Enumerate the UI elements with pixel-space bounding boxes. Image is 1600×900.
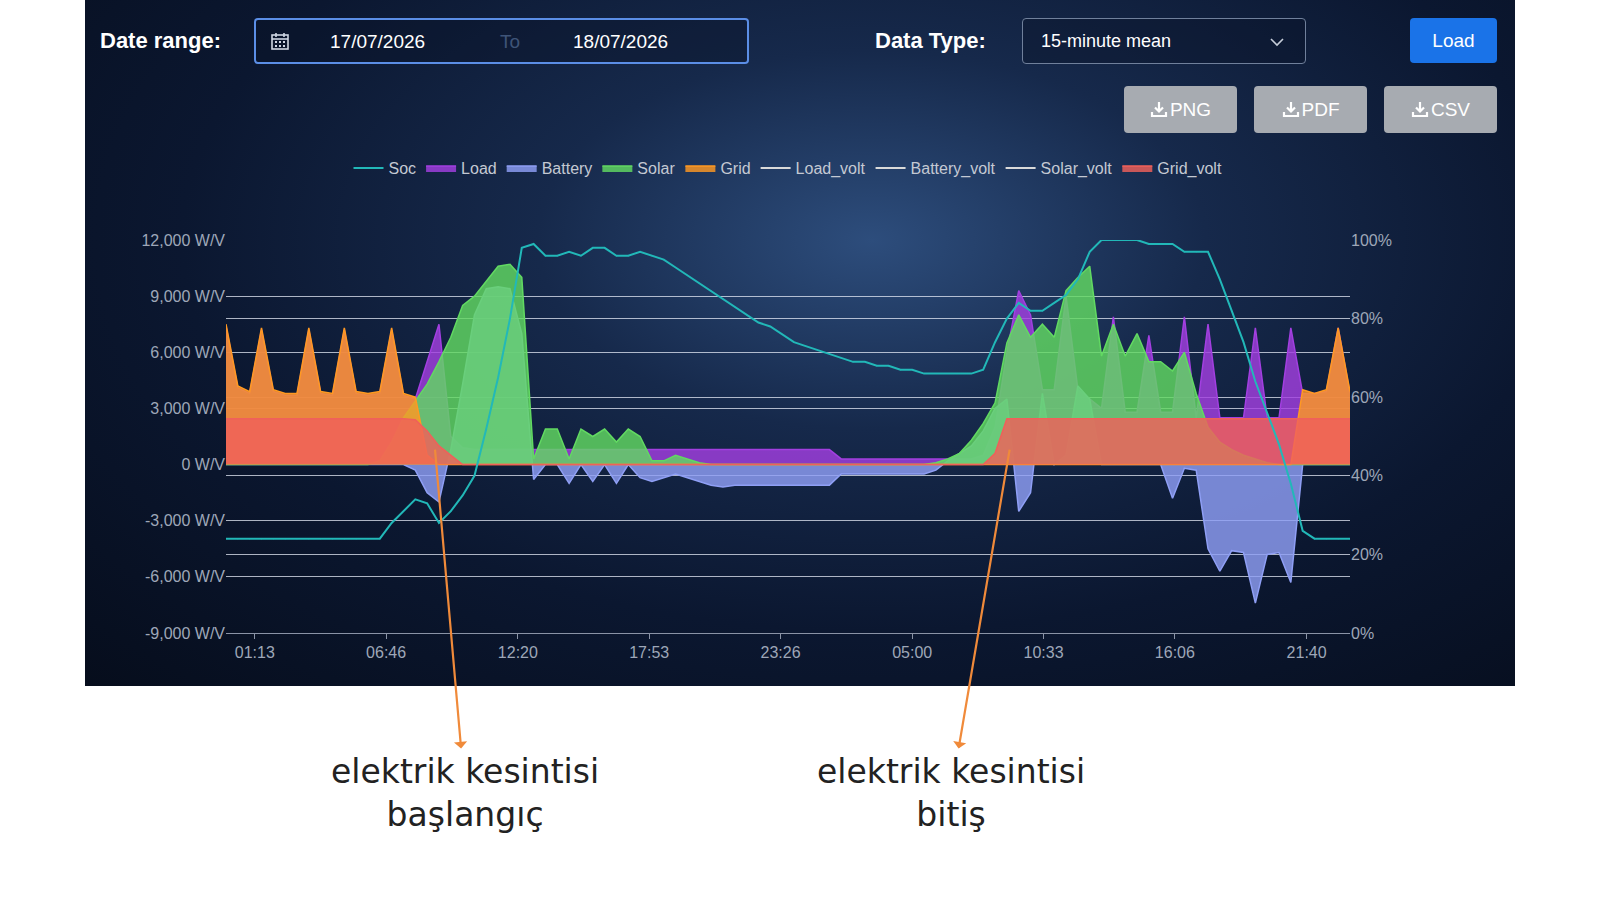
svg-text:12,000 W/V: 12,000 W/V [141,232,225,249]
svg-text:40%: 40% [1351,467,1383,484]
html-text:Date range:: Date range: [100,28,221,53]
html-text:To: To [500,31,521,52]
svg-text:Solar: Solar [637,160,675,177]
svg-text:Soc: Soc [389,160,417,177]
html-text:15-minute mean: 15-minute mean [1041,31,1172,51]
svg-text:Load: Load [461,160,497,177]
svg-text:21:40: 21:40 [1287,644,1327,661]
svg-text:06:46: 06:46 [366,644,406,661]
svg-text:23:26: 23:26 [760,644,800,661]
svg-text:Battery_volt: Battery_volt [911,160,996,178]
svg-text:9,000 W/V: 9,000 W/V [150,288,225,305]
svg-text:0 W/V: 0 W/V [181,456,225,473]
svg-text:-3,000 W/V: -3,000 W/V [145,512,225,529]
svg-text:20%: 20% [1351,546,1383,563]
html-text:17/07/2026: 17/07/2026 [330,31,426,52]
svg-text:12:20: 12:20 [498,644,538,661]
svg-text:80%: 80% [1351,310,1383,327]
svg-text:6,000 W/V: 6,000 W/V [150,344,225,361]
svg-text:Battery: Battery [542,160,593,177]
svg-text:3,000 W/V: 3,000 W/V [150,400,225,417]
html-text:Load: Load [1432,30,1475,51]
svg-text:Grid_volt: Grid_volt [1157,160,1222,178]
html-text:PDF: PDF [1301,99,1340,120]
svg-text:05:00: 05:00 [892,644,932,661]
svg-text:60%: 60% [1351,389,1383,406]
svg-text:17:53: 17:53 [629,644,669,661]
svg-text:100%: 100% [1351,232,1392,249]
svg-text:elektrik kesintisibaşlangıç: elektrik kesintisibaşlangıç [331,752,599,834]
html-text:CSV: CSV [1431,99,1470,120]
svg-text:-9,000 W/V: -9,000 W/V [145,625,225,642]
svg-text:10:33: 10:33 [1024,644,1064,661]
svg-text:Solar_volt: Solar_volt [1041,160,1113,178]
html-text:PNG: PNG [1169,99,1212,120]
svg-text:16:06: 16:06 [1155,644,1195,661]
svg-text:-6,000 W/V: -6,000 W/V [145,568,225,585]
html-text:Data Type:: Data Type: [875,28,986,53]
svg-text:0%: 0% [1351,625,1374,642]
svg-text:Grid: Grid [720,160,750,177]
svg-text:01:13: 01:13 [235,644,275,661]
html-text:18/07/2026: 18/07/2026 [573,31,669,52]
svg-text:Load_volt: Load_volt [796,160,866,178]
svg-text:elektrik kesintisibitiş: elektrik kesintisibitiş [817,752,1085,834]
